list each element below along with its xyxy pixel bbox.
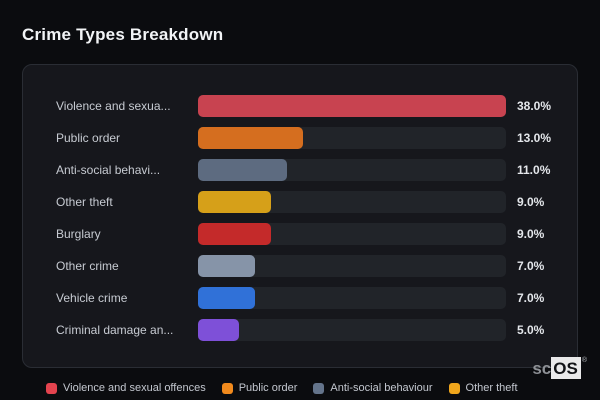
bar-rows: Violence and sexua... 38.0% Public order…	[23, 90, 577, 346]
legend-label: Other theft	[465, 382, 518, 394]
legend-label: Violence and sexual offences	[63, 382, 206, 394]
value-label: 7.0%	[517, 291, 545, 305]
category-label: Other crime	[56, 259, 119, 273]
value-label: 13.0%	[517, 131, 552, 145]
legend-swatch	[313, 382, 325, 394]
category-label: Other theft	[56, 195, 113, 209]
bar-row: Other theft 9.0%	[23, 186, 577, 218]
category-label: Anti-social behavi...	[56, 163, 161, 177]
bar[interactable]	[198, 191, 271, 213]
bar-row: Violence and sexua... 38.0%	[23, 90, 577, 122]
bar[interactable]	[198, 223, 271, 245]
legend-item[interactable]: Anti-social behaviour	[313, 382, 433, 394]
bar-track	[198, 95, 506, 117]
legend-swatch	[221, 382, 233, 394]
legend-swatch	[46, 382, 57, 394]
chart-panel: Violence and sexua... 38.0% Public order…	[22, 64, 578, 368]
legend-swatch	[448, 382, 460, 394]
category-label: Public order	[56, 131, 121, 145]
logo-prefix: sc	[532, 359, 552, 378]
bar-track	[198, 255, 506, 277]
category-label: Criminal damage an...	[56, 323, 174, 337]
bar[interactable]	[198, 319, 239, 341]
bar-row: Criminal damage an... 5.0%	[23, 314, 577, 346]
scos-logo: sc OS ®	[532, 357, 587, 379]
value-label: 7.0%	[517, 259, 545, 273]
registered-mark-icon: ®	[581, 357, 587, 364]
legend-item[interactable]: Public order	[221, 382, 298, 394]
bar-track	[198, 287, 506, 309]
bar-row: Vehicle crime 7.0%	[23, 282, 577, 314]
legend-label: Public order	[238, 382, 298, 394]
bar-row: Public order 13.0%	[23, 122, 577, 154]
value-label: 9.0%	[517, 227, 545, 241]
bar[interactable]	[198, 159, 288, 181]
bar-track	[198, 127, 506, 149]
bar[interactable]	[198, 255, 255, 277]
bar-track	[198, 159, 506, 181]
category-label: Burglary	[56, 227, 101, 241]
bar[interactable]	[198, 95, 506, 117]
bar-row: Anti-social behavi... 11.0%	[23, 154, 577, 186]
bar-row: Other crime 7.0%	[23, 250, 577, 282]
bar-track	[198, 191, 506, 213]
bar[interactable]	[198, 287, 255, 309]
legend-item[interactable]: Violence and sexual offences	[46, 382, 206, 394]
category-label: Vehicle crime	[56, 291, 128, 305]
legend-label: Anti-social behaviour	[330, 382, 433, 394]
page-title: Crime Types Breakdown	[22, 25, 224, 44]
chart-legend: Violence and sexual offences Public order…	[46, 382, 518, 394]
bar-row: Burglary 9.0%	[23, 218, 577, 250]
category-label: Violence and sexua...	[56, 99, 171, 113]
logo-suffix: OS	[551, 357, 581, 379]
legend-item[interactable]: Other theft	[448, 382, 518, 394]
value-label: 38.0%	[517, 99, 552, 113]
bar-track	[198, 319, 506, 341]
value-label: 11.0%	[517, 163, 551, 177]
value-label: 5.0%	[517, 323, 545, 337]
bar-track	[198, 223, 506, 245]
bar[interactable]	[198, 127, 304, 149]
value-label: 9.0%	[517, 195, 545, 209]
